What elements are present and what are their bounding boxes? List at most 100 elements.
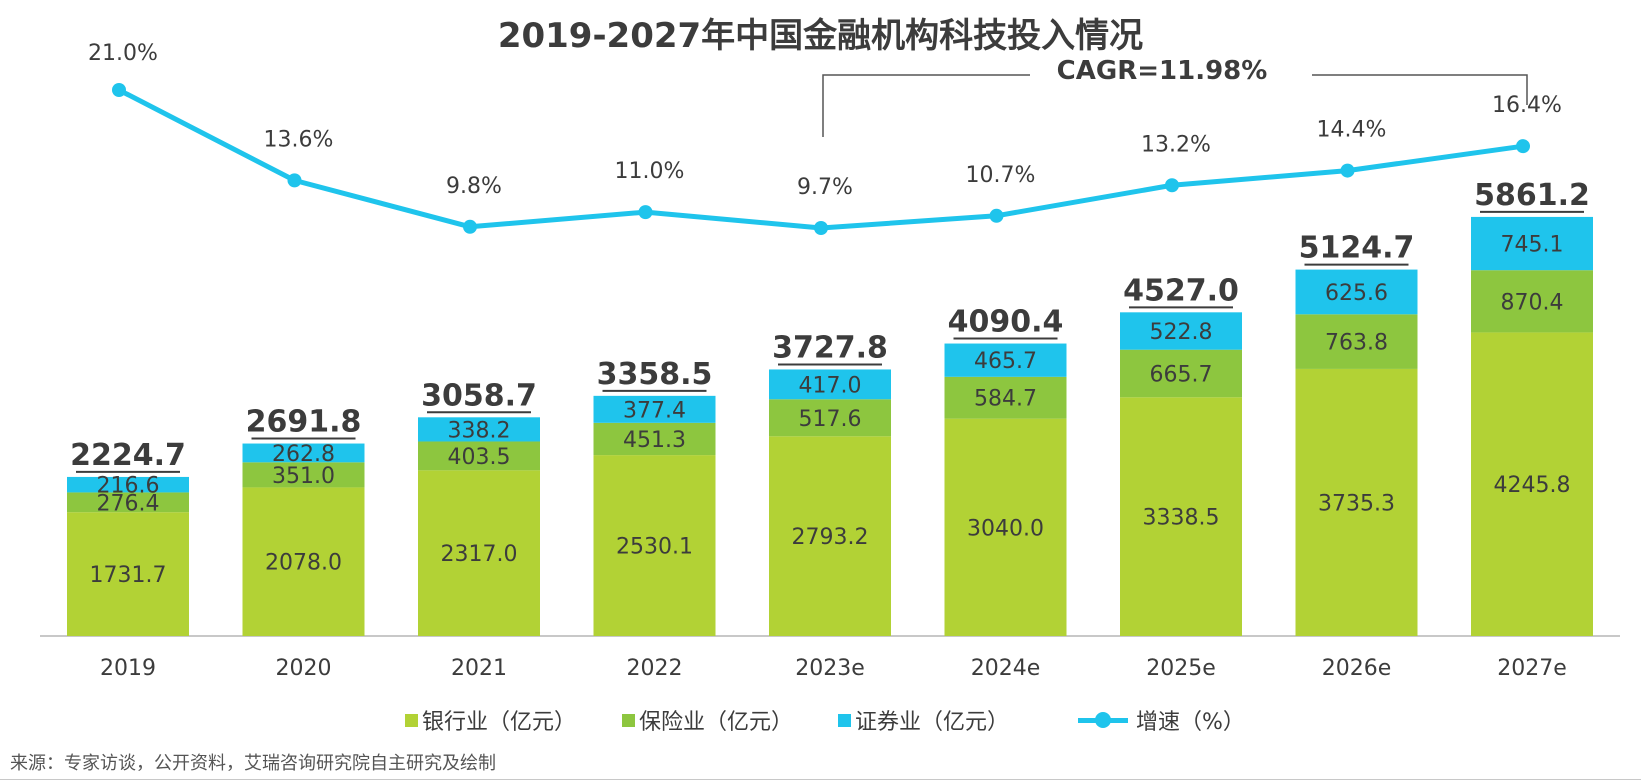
bar-label-banking-2026e: 3735.3 [1318,491,1395,516]
legend-label-growth: 增速（%） [1136,710,1245,735]
bar-banking-2026e [1295,368,1418,636]
total-label-2022: 3358.5 [597,357,713,392]
bar-label-banking-2022: 2530.1 [616,535,693,560]
bar-label-banking-2019: 1731.7 [90,563,167,588]
legend-label-insurance: 保险业（亿元） [639,710,794,735]
x-tick-label-2020: 2020 [276,656,332,681]
bar-securities-2023e [769,369,891,400]
x-tick-label-2027e: 2027e [1497,656,1567,681]
bar-insurance-2026e [1295,314,1418,369]
bar-insurance-2027e [1471,270,1593,333]
bar-label-insurance-2023e: 517.6 [799,407,862,432]
chart-title: 2019-2027年中国金融机构科技投入情况 [497,16,1144,56]
growth-point-2025e [1165,178,1179,193]
growth-label-2019: 21.0% [88,41,158,66]
bar-securities-2022 [593,395,716,423]
bar-label-banking-2023e: 2793.2 [792,525,869,550]
bar-banking-2027e [1471,332,1593,636]
x-tick-label-2025e: 2025e [1146,656,1216,681]
growth-label-2026e: 14.4% [1317,118,1387,143]
bar-banking-2023e [769,436,891,636]
bar-insurance-2024e [944,376,1067,419]
growth-label-2022: 11.0% [615,159,685,184]
bar-label-banking-2025e: 3338.5 [1143,506,1220,531]
bar-label-securities-2025e: 522.8 [1150,320,1213,345]
growth-label-2023e: 9.7% [797,175,853,200]
source-note: 来源：专家访谈，公开资料，艾瑞咨询研究院自主研究及绘制 [10,753,496,774]
x-tick-label-2023e: 2023e [795,656,865,681]
bar-label-securities-2026e: 625.6 [1325,281,1388,306]
bar-securities-2025e [1120,312,1242,350]
growth-point-2024e [989,208,1004,223]
total-label-2026e: 5124.7 [1299,231,1415,266]
total-label-2027e: 5861.2 [1474,178,1590,213]
growth-line [117,87,1524,231]
total-label-2020: 2691.8 [246,405,362,440]
bar-securities-2020 [242,443,365,463]
bar-banking-2024e [944,418,1067,636]
x-tick-label-2021: 2021 [451,656,507,681]
bar-label-securities-2021: 338.2 [448,418,511,443]
bar-insurance-2021 [418,441,540,471]
bar-insurance-2023e [769,399,891,437]
growth-point-2019 [112,83,126,97]
growth-point-2022 [638,205,653,220]
bar-insurance-2022 [593,422,716,456]
growth-point-2026e [1340,163,1355,178]
bar-insurance-2020 [242,462,365,488]
bar-label-banking-2027e: 4245.8 [1494,473,1571,498]
legend-label-securities: 证券业（亿元） [855,710,1010,735]
bar-label-insurance-2027e: 870.4 [1501,290,1564,315]
bar-label-banking-2021: 2317.0 [441,542,518,567]
bar-label-insurance-2022: 451.3 [623,428,686,453]
legend-item-insurance: 保险业（亿元） [622,704,793,736]
bar-label-insurance-2020: 351.0 [272,464,335,489]
bar-securities-2027e [1471,216,1593,271]
legend-swatch-growth [1078,710,1128,730]
legend-label-banking: 银行业（亿元） [422,710,577,735]
bar-label-insurance-2021: 403.5 [448,445,511,470]
growth-point-2020 [287,173,302,188]
bar-securities-2021 [418,417,540,442]
growth-label-2024e: 10.7% [966,163,1036,188]
legend-item-securities: 证券业（亿元） [838,704,1009,736]
x-tick-label-2024e: 2024e [971,656,1041,681]
bar-banking-2019 [67,512,189,636]
x-tick-label-2026e: 2026e [1322,656,1392,681]
bar-label-insurance-2025e: 665.7 [1150,362,1213,387]
bar-securities-2024e [944,343,1067,377]
bar-label-securities-2024e: 465.7 [974,349,1037,374]
bar-label-securities-2019: 216.6 [97,474,160,499]
growth-label-2025e: 13.2% [1141,132,1211,157]
bottom-divider [0,779,1641,780]
legend-swatch-banking [405,713,418,727]
growth-point-2023e [814,221,828,235]
legend-item-growth: 增速（%） [1078,704,1245,736]
cagr-bracket-left [822,74,1030,137]
total-label-2024e: 4090.4 [948,305,1064,340]
total-label-2025e: 4527.0 [1123,273,1239,308]
legend: 银行业（亿元） 保险业（亿元） 证券业（亿元） 增速（%） [0,704,1641,740]
bar-securities-2026e [1295,269,1418,315]
growth-point-2027e [1516,139,1530,154]
cagr-annotation: CAGR=11.98% [1056,56,1268,86]
cagr-bracket-right [1312,74,1528,105]
legend-swatch-insurance [622,713,635,727]
legend-item-banking: 银行业（亿元） [405,704,576,736]
bar-label-insurance-2024e: 584.7 [974,387,1037,412]
growth-label-2020: 13.6% [264,127,334,152]
total-label-2021: 3058.7 [421,378,537,413]
bar-banking-2020 [242,487,365,636]
bar-label-banking-2020: 2078.0 [265,551,342,576]
bar-label-insurance-2019: 276.4 [97,491,160,516]
bar-banking-2021 [418,470,540,636]
total-label-2023e: 3727.8 [772,330,888,365]
bar-banking-2022 [593,455,716,636]
x-tick-label-2019: 2019 [100,656,156,681]
bar-banking-2025e [1120,397,1242,636]
growth-label-2021: 9.8% [446,174,502,199]
total-label-2019: 2224.7 [70,438,186,473]
bar-insurance-2019 [67,492,189,513]
bar-label-securities-2020: 262.8 [272,442,335,467]
